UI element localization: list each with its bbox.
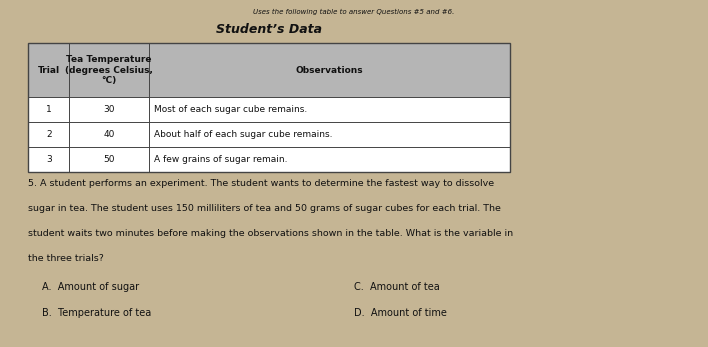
Text: Trial: Trial (38, 66, 60, 75)
Text: 1: 1 (46, 105, 52, 114)
Bar (28, 122, 510, 147)
Bar (28, 43, 510, 97)
Text: About half of each sugar cube remains.: About half of each sugar cube remains. (154, 130, 333, 139)
Text: the three trials?: the three trials? (28, 254, 104, 263)
Text: 5. A student performs an experiment. The student wants to determine the fastest : 5. A student performs an experiment. The… (28, 179, 494, 188)
Text: student waits two minutes before making the observations shown in the table. Wha: student waits two minutes before making … (28, 229, 513, 238)
Text: Tea Temperature
(degrees Celsius,
°C): Tea Temperature (degrees Celsius, °C) (65, 56, 153, 85)
Text: A.  Amount of sugar: A. Amount of sugar (42, 282, 139, 292)
Text: Uses the following table to answer Questions #5 and #6.: Uses the following table to answer Quest… (253, 9, 455, 15)
Text: B.  Temperature of tea: B. Temperature of tea (42, 308, 152, 318)
Text: 50: 50 (103, 155, 115, 164)
Text: C.  Amount of tea: C. Amount of tea (354, 282, 440, 292)
Text: 40: 40 (103, 130, 115, 139)
Bar (28, 43, 510, 172)
Text: Most of each sugar cube remains.: Most of each sugar cube remains. (154, 105, 307, 114)
Text: sugar in tea. The student uses 150 milliliters of tea and 50 grams of sugar cube: sugar in tea. The student uses 150 milli… (28, 204, 501, 213)
Bar (28, 147, 510, 172)
Text: A few grains of sugar remain.: A few grains of sugar remain. (154, 155, 288, 164)
Text: 30: 30 (103, 105, 115, 114)
Text: 2: 2 (46, 130, 52, 139)
Bar (28, 97, 510, 122)
Text: Student’s Data: Student’s Data (216, 23, 322, 35)
Text: Observations: Observations (295, 66, 363, 75)
Text: 3: 3 (46, 155, 52, 164)
Text: D.  Amount of time: D. Amount of time (354, 308, 447, 318)
